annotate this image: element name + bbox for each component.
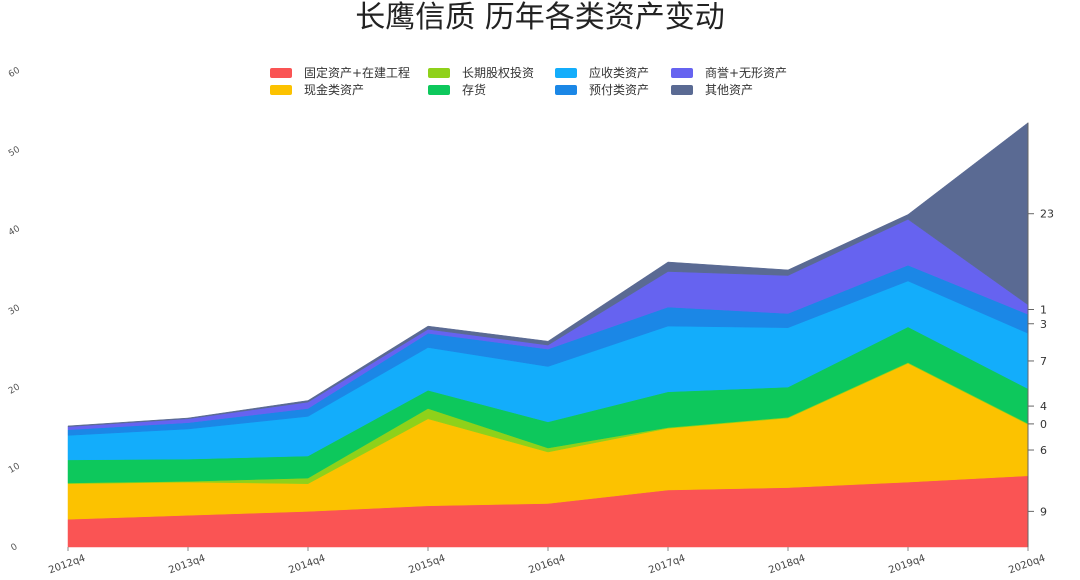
legend-swatch [428,68,450,78]
x-axis: 2012q4 2013q4 2014q4 2015q4 2016q4 2017q4 2018… [47,547,1047,576]
x-tick-label: 2013q4 [167,553,207,576]
right-value-label: 3 [1040,318,1047,331]
legend-entry: 预付类资产 [589,83,649,97]
right-value-label: 0 [1040,418,1047,431]
x-tick-label: 2017q4 [647,553,687,576]
right-value-label: 1 [1040,304,1047,317]
legend-swatch [671,85,693,95]
right-value-label: 23 [1040,208,1054,221]
legend-swatch [270,68,292,78]
y-axis: 0 10 20 30 40 50 60 [7,66,22,554]
right-value-label: 7 [1040,355,1047,368]
y-tick-label: 20 [7,382,22,397]
right-value-labels: 9 6 0 4 7 31 23 [1027,122,1054,547]
right-value-label: 4 [1040,400,1047,413]
y-tick-label: 0 [10,542,20,554]
right-value-label: 6 [1040,444,1047,457]
legend-swatch [555,68,577,78]
y-tick-label: 30 [7,303,22,318]
legend-swatch [270,85,292,95]
y-tick-label: 10 [7,461,22,476]
legend-entry: 商誉+无形资产 [705,65,787,80]
y-tick-label: 60 [7,66,22,81]
x-tick-label: 2019q4 [887,553,927,576]
x-tick-label: 2020q4 [1007,553,1047,576]
right-value-label: 9 [1040,505,1047,518]
x-tick-label: 2014q4 [287,553,327,576]
legend-entry: 长期股权投资 [462,65,534,80]
legend-entry: 现金类资产 [304,82,364,97]
legend-entry: 应收类资产 [589,65,649,80]
x-tick-label: 2012q4 [47,553,87,576]
y-tick-label: 40 [7,224,22,239]
legend-entry: 固定资产+在建工程 [304,65,410,80]
x-tick-label: 2016q4 [527,553,567,576]
legend-entry: 存货 [462,82,486,97]
x-tick-label: 2018q4 [767,553,807,576]
legend-swatch [428,85,450,95]
legend-entry: 其他资产 [705,83,753,97]
legend-swatch [555,85,577,95]
x-tick-label: 2015q4 [407,553,447,576]
legend-swatch [671,68,693,78]
area-series-group [67,122,1029,548]
y-tick-label: 50 [7,145,22,160]
chart-title: 长鹰信质 历年各类资产变动 [355,0,725,35]
